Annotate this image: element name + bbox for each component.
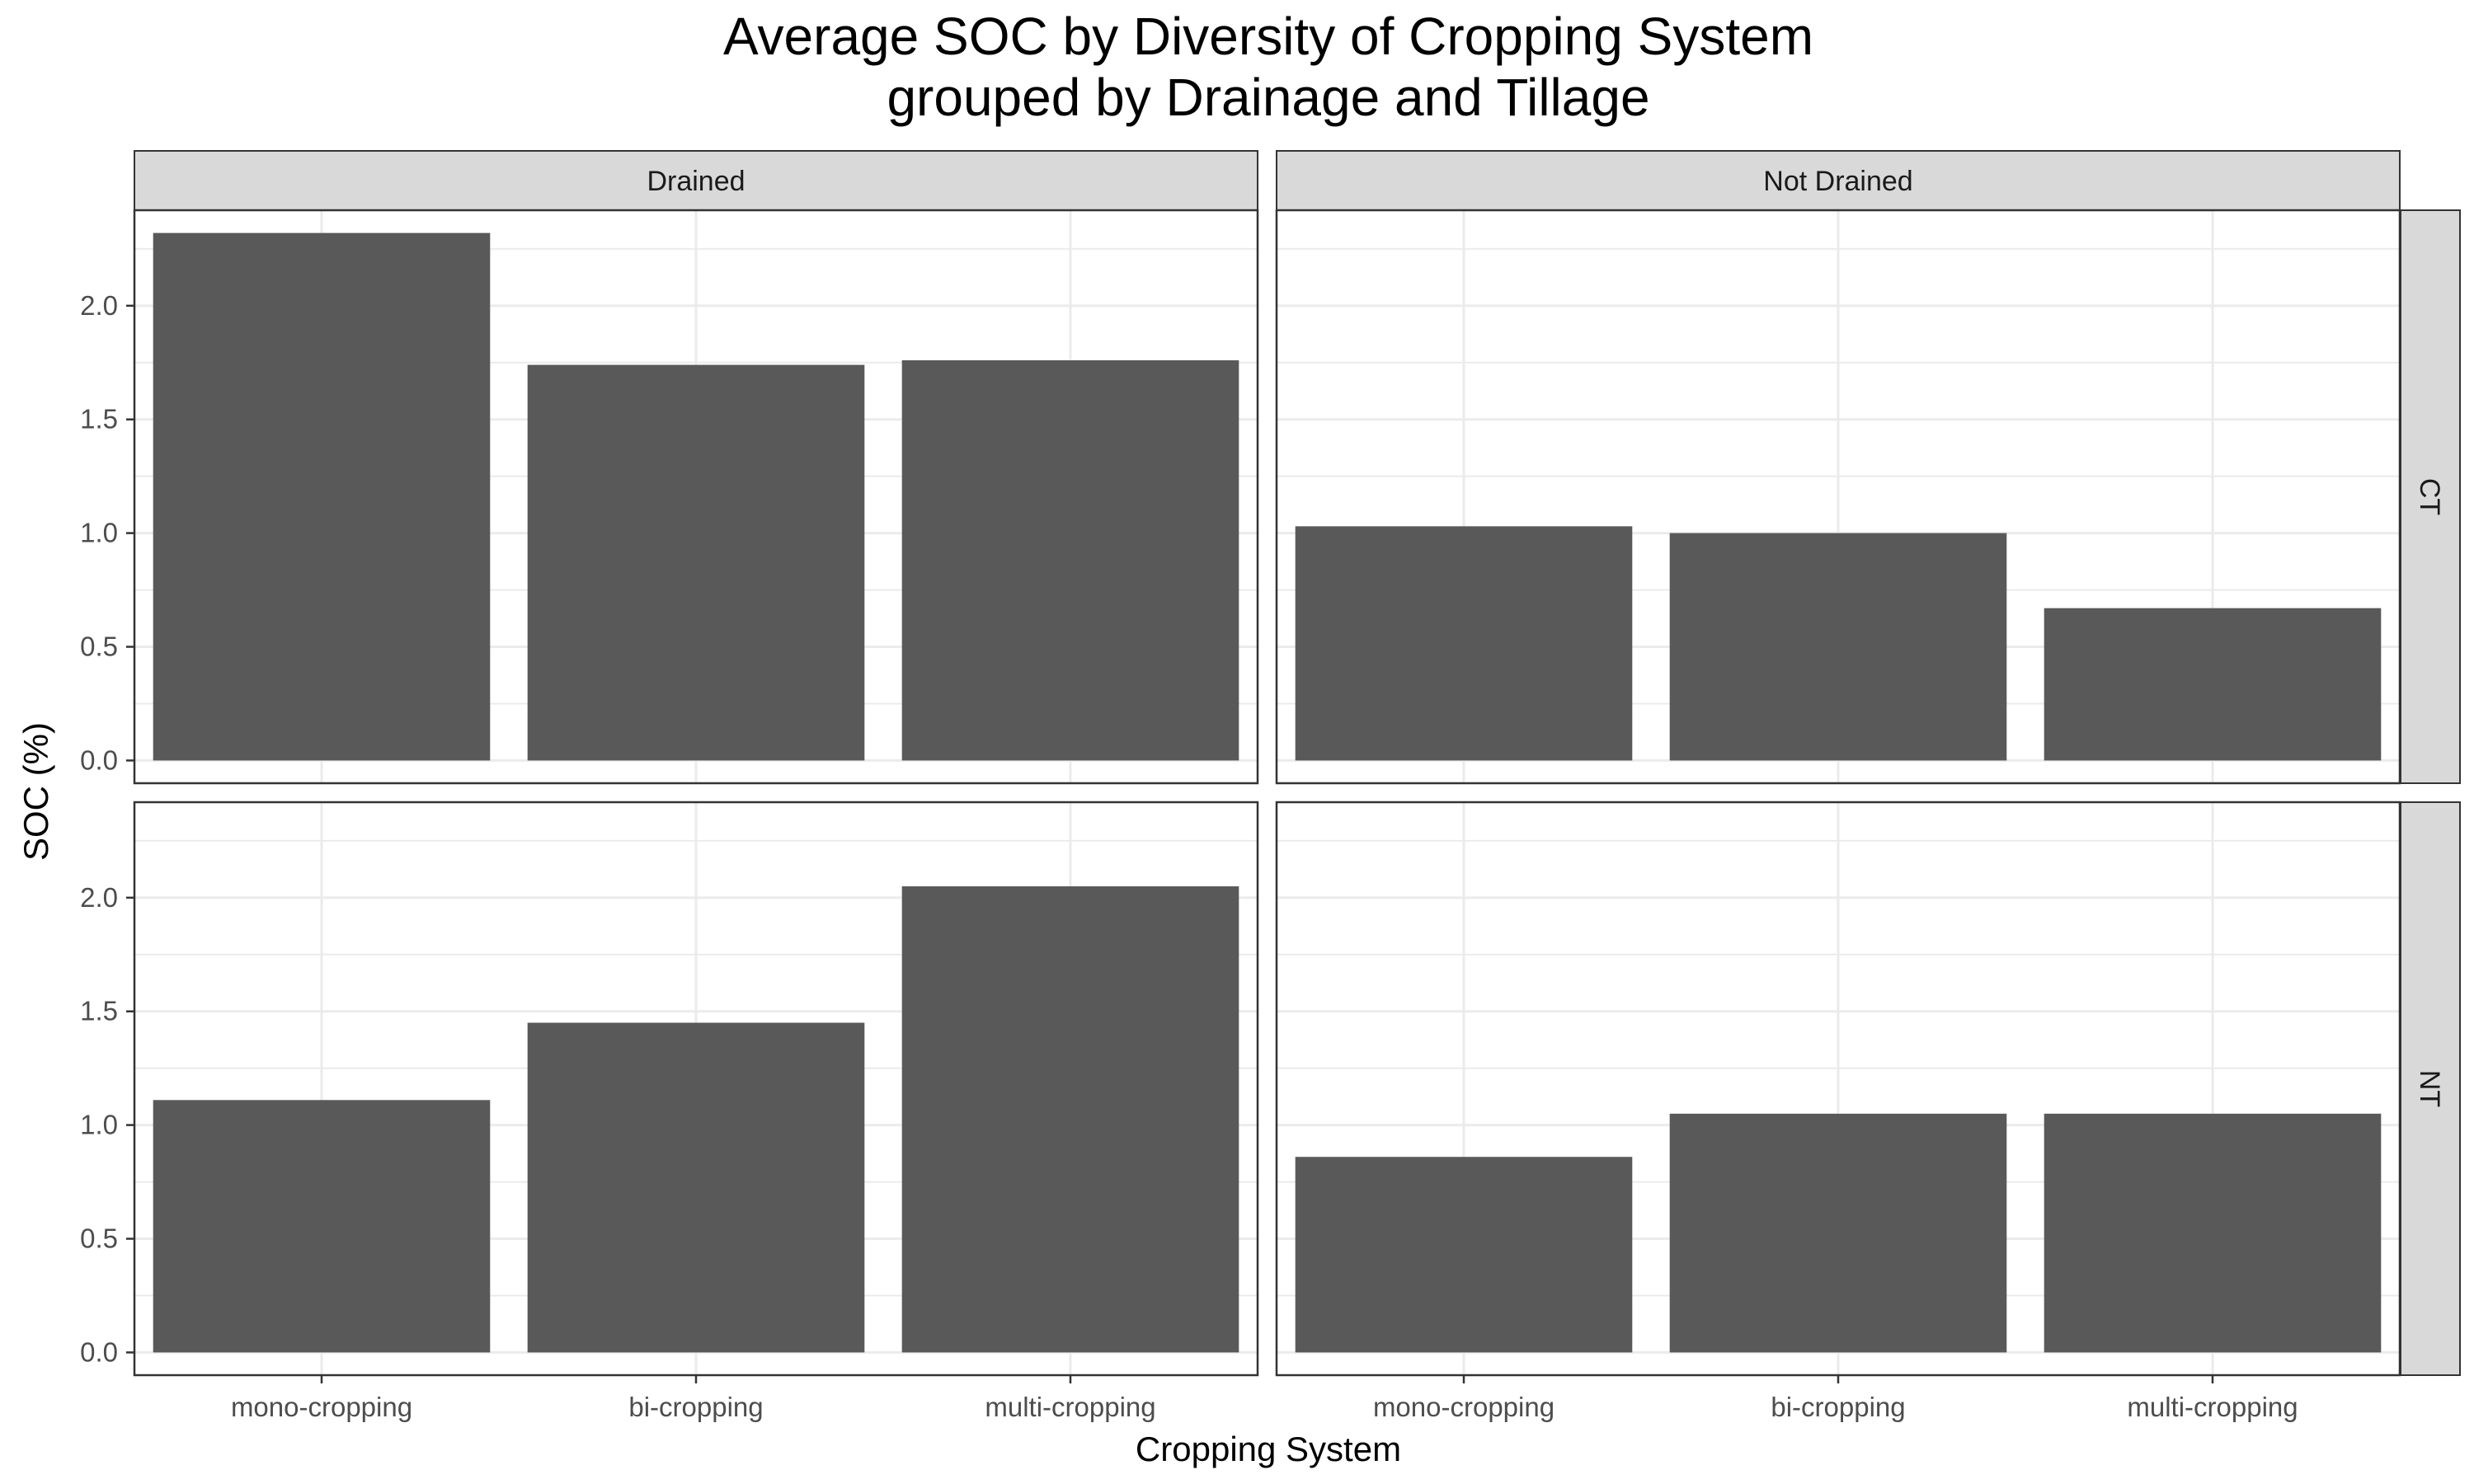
facet-strip-not-drained — [1276, 150, 2401, 211]
chart-title: Average SOC by Diversity of Cropping Sys… — [723, 7, 1813, 66]
bar-mono-cropping — [1295, 526, 1633, 761]
y-tick-label: 0.0 — [80, 744, 118, 775]
facet-strip-label: NT — [2414, 1070, 2445, 1107]
panel-not-drained-nt: mono-cropping bi-cropping multi-cropping — [1275, 801, 2401, 1422]
x-tick-label: bi-cropping — [628, 1392, 763, 1422]
bar-multi-cropping — [901, 360, 1239, 761]
chart-subtitle: grouped by Drainage and Tillage — [887, 68, 1649, 127]
bar-bi-cropping — [527, 364, 865, 761]
facet-strip-label: Not Drained — [1763, 166, 1912, 197]
y-tick-label: 2.0 — [80, 290, 118, 321]
facet-strip-drained — [134, 150, 1258, 211]
y-tick-label: 0.5 — [80, 632, 118, 662]
bar-bi-cropping — [1669, 533, 2007, 761]
y-tick-label: 1.0 — [80, 1110, 118, 1140]
x-tick-label: bi-cropping — [1771, 1392, 1905, 1422]
x-axis-title: Cropping System — [1136, 1430, 1401, 1468]
bar-multi-cropping — [2044, 608, 2382, 761]
y-tick-label: 1.5 — [80, 996, 118, 1026]
panel-drained-nt: 0.0 0.5 1.0 1.5 2.0 mono-cropping bi-cropping m… — [80, 801, 1259, 1422]
bar-bi-cropping — [527, 1022, 865, 1353]
x-tick-label: mono-cropping — [1373, 1392, 1554, 1422]
y-tick-label: 0.0 — [80, 1336, 118, 1367]
x-tick-label: mono-cropping — [231, 1392, 412, 1422]
bar-multi-cropping — [2044, 1113, 2382, 1353]
panel-drained-ct: 0.0 0.5 1.0 1.5 2.0 — [80, 209, 1259, 785]
y-axis-title: SOC (%) — [16, 722, 55, 861]
bar-mono-cropping — [1295, 1157, 1633, 1353]
facet-strip-nt — [2400, 801, 2461, 1376]
x-tick-label: multi-cropping — [985, 1392, 1155, 1422]
panel-border — [1275, 209, 2401, 785]
panel-border — [133, 209, 1259, 785]
y-tick-label: 1.5 — [80, 404, 118, 434]
bar-multi-cropping — [901, 886, 1239, 1353]
x-tick-label: multi-cropping — [2127, 1392, 2298, 1422]
bar-mono-cropping — [153, 232, 491, 761]
y-tick-label: 0.5 — [80, 1223, 118, 1254]
bar-bi-cropping — [1669, 1113, 2007, 1353]
facet-strip-label: Drained — [647, 166, 745, 197]
facet-panels: Drained Not DrainedCTNT0.00.51.01.52.00.0… — [80, 150, 2461, 1422]
panel-not-drained-ct — [1275, 209, 2401, 785]
facet-strip-label: CT — [2414, 478, 2445, 515]
bar-mono-cropping — [153, 1100, 491, 1353]
facet-strip-ct — [2400, 209, 2461, 784]
y-tick-label: 2.0 — [80, 882, 118, 913]
y-tick-label: 1.0 — [80, 518, 118, 548]
